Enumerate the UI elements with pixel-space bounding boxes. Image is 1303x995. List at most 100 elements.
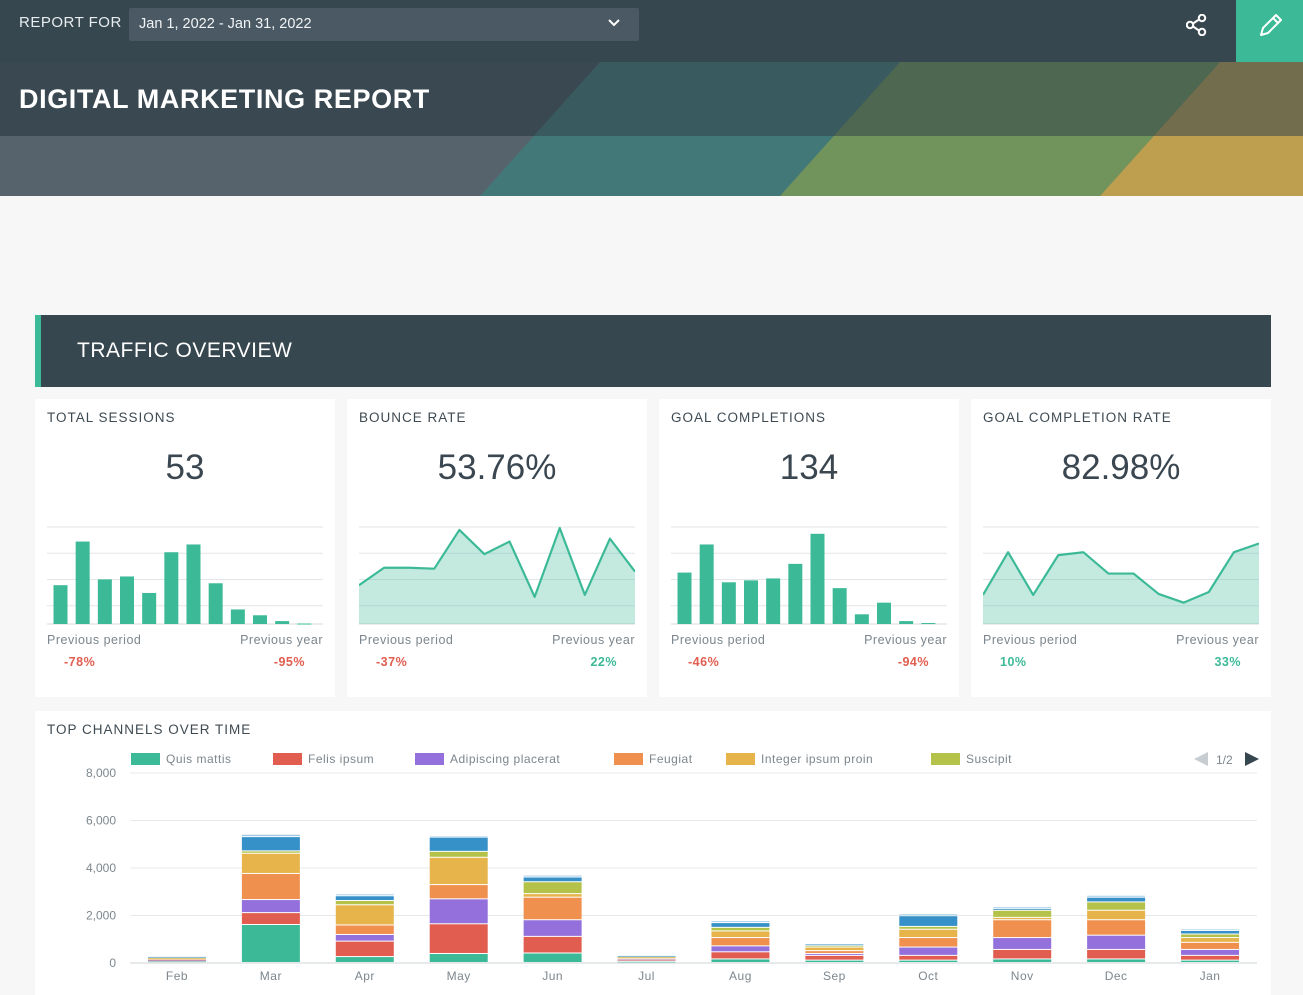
bar-segment[interactable] — [899, 955, 958, 960]
date-range-select[interactable]: Jan 1, 2022 - Jan 31, 2022 — [129, 8, 639, 41]
bar-segment[interactable] — [993, 917, 1052, 920]
bar-segment[interactable] — [711, 927, 770, 931]
bar-segment[interactable] — [241, 900, 300, 913]
bar-segment[interactable] — [523, 897, 582, 920]
bar-segment[interactable] — [711, 952, 770, 959]
bar-segment[interactable] — [899, 926, 958, 929]
bar-segment[interactable] — [1181, 955, 1240, 960]
bar-segment[interactable] — [711, 938, 770, 946]
bar-segment[interactable] — [335, 905, 394, 925]
bar-segment[interactable] — [899, 914, 958, 916]
bar-segment[interactable] — [147, 959, 206, 960]
bar-segment[interactable] — [241, 837, 300, 851]
bar-segment[interactable] — [1087, 897, 1146, 902]
bar-segment[interactable] — [1181, 949, 1240, 955]
bar-segment[interactable] — [429, 836, 488, 837]
bar-segment[interactable] — [147, 960, 206, 962]
bar-segment[interactable] — [147, 961, 206, 963]
bar-segment[interactable] — [523, 875, 582, 877]
bar-segment[interactable] — [1087, 949, 1146, 959]
bar-segment[interactable] — [993, 920, 1052, 938]
bar-segment[interactable] — [1181, 934, 1240, 938]
bar-segment[interactable] — [617, 957, 676, 959]
bar-segment[interactable] — [711, 931, 770, 938]
bar-segment[interactable] — [805, 960, 864, 962]
bar-segment[interactable] — [335, 957, 394, 962]
bar-segment[interactable] — [147, 957, 206, 958]
bar-segment[interactable] — [805, 951, 864, 953]
bar-segment[interactable] — [711, 921, 770, 923]
bar-segment[interactable] — [1181, 938, 1240, 942]
bar-segment[interactable] — [899, 947, 958, 955]
bar-segment[interactable] — [335, 894, 394, 896]
bar-segment[interactable] — [523, 877, 582, 882]
bar-segment[interactable] — [523, 882, 582, 894]
bar-segment[interactable] — [617, 956, 676, 958]
bar-segment[interactable] — [1181, 942, 1240, 949]
bar-segment[interactable] — [523, 953, 582, 963]
bar-segment[interactable] — [241, 834, 300, 837]
bar-segment[interactable] — [805, 953, 864, 955]
bar-segment[interactable] — [147, 957, 206, 959]
triangle-right-icon[interactable] — [1244, 752, 1260, 766]
bar-segment[interactable] — [523, 894, 582, 897]
bar-segment[interactable] — [429, 837, 488, 851]
bar-segment[interactable] — [899, 938, 958, 947]
bar-segment[interactable] — [429, 851, 488, 857]
bar-segment[interactable] — [617, 960, 676, 961]
bar-segment[interactable] — [711, 923, 770, 927]
bar-segment[interactable] — [241, 851, 300, 853]
bar-segment[interactable] — [1087, 902, 1146, 910]
bar-segment[interactable] — [147, 958, 206, 959]
bar-segment[interactable] — [899, 916, 958, 926]
bar-segment[interactable] — [993, 938, 1052, 949]
bar-segment[interactable] — [1087, 895, 1146, 897]
share-button[interactable] — [1177, 4, 1217, 44]
bar-segment[interactable] — [805, 955, 864, 960]
bar-segment[interactable] — [993, 910, 1052, 917]
bar-segment[interactable] — [1087, 935, 1146, 949]
bar-segment[interactable] — [429, 885, 488, 899]
bar-segment[interactable] — [617, 961, 676, 963]
bar-segment[interactable] — [993, 949, 1052, 959]
bar-segment[interactable] — [899, 960, 958, 962]
bar-segment[interactable] — [335, 901, 394, 905]
bar-segment[interactable] — [335, 934, 394, 941]
bar-segment[interactable] — [1087, 959, 1146, 962]
bar-segment[interactable] — [1181, 960, 1240, 962]
bar-segment[interactable] — [429, 857, 488, 885]
bar-segment[interactable] — [429, 953, 488, 962]
bar-segment[interactable] — [241, 873, 300, 900]
bar-segment[interactable] — [805, 944, 864, 945]
bar-segment[interactable] — [617, 956, 676, 957]
bar-segment[interactable] — [899, 929, 958, 938]
bar-segment[interactable] — [335, 941, 394, 957]
bar-segment[interactable] — [1087, 920, 1146, 935]
triangle-left-icon[interactable] — [1193, 752, 1209, 766]
bar-segment[interactable] — [241, 925, 300, 962]
bar-segment[interactable] — [335, 925, 394, 934]
bar-segment[interactable] — [241, 853, 300, 873]
bar-segment[interactable] — [429, 899, 488, 924]
bar-segment[interactable] — [711, 959, 770, 962]
bar-segment[interactable] — [617, 955, 676, 957]
bar-segment[interactable] — [993, 908, 1052, 910]
bar-segment[interactable] — [147, 960, 206, 961]
bar-segment[interactable] — [523, 920, 582, 936]
bar-segment[interactable] — [241, 913, 300, 924]
bar-segment[interactable] — [617, 959, 676, 961]
bar-segment[interactable] — [523, 936, 582, 953]
bar-segment[interactable] — [711, 946, 770, 952]
bar-segment[interactable] — [147, 956, 206, 958]
edit-button[interactable] — [1236, 0, 1303, 62]
bar-segment[interactable] — [993, 959, 1052, 962]
bar-segment[interactable] — [805, 944, 864, 946]
bar-segment[interactable] — [429, 924, 488, 953]
bar-segment[interactable] — [617, 958, 676, 960]
bar-segment[interactable] — [805, 947, 864, 951]
bar-segment[interactable] — [805, 945, 864, 947]
bar-segment[interactable] — [1087, 910, 1146, 920]
bar-segment[interactable] — [335, 896, 394, 901]
bar-segment[interactable] — [993, 907, 1052, 908]
bar-segment[interactable] — [1181, 929, 1240, 931]
